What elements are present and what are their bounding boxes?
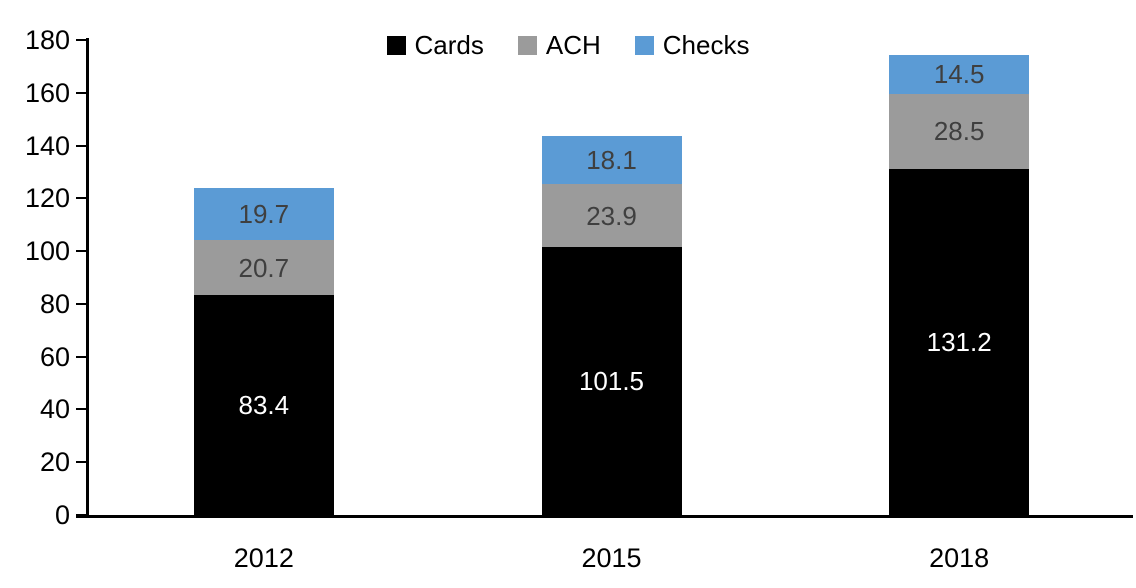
- bar-segment-ach-2012: 20.7: [193, 240, 334, 295]
- y-axis-tick: [76, 39, 88, 41]
- x-category-label-2012: 2012: [233, 543, 294, 573]
- y-tick-label: 140: [24, 130, 70, 161]
- bar-segment-ach-2015: 23.9: [541, 184, 682, 248]
- chart-legend: Cards ACH Checks: [0, 32, 1136, 58]
- bar-segment-ach-2018: 28.5: [889, 93, 1030, 169]
- y-axis-tick: [76, 91, 88, 94]
- legend-label-ach: ACH: [545, 30, 601, 60]
- bar-segment-cards-2018: 131.2: [889, 168, 1030, 515]
- y-tick-label: 160: [24, 77, 70, 108]
- x-axis-line: [76, 515, 1133, 518]
- bar-segment-checks-2015: 18.1: [541, 136, 682, 185]
- y-tick-label: 120: [24, 183, 70, 214]
- y-tick-label: 80: [39, 288, 70, 319]
- legend-label-checks: Checks: [662, 30, 750, 60]
- y-axis-tick: [76, 197, 88, 200]
- legend-item-cards: Cards: [386, 30, 484, 60]
- y-axis-tick: [76, 144, 88, 147]
- y-axis-tick: [76, 355, 88, 358]
- data-label-checks-2012: 19.7: [238, 199, 290, 230]
- legend-item-checks: Checks: [634, 30, 750, 60]
- data-label-checks-2018: 14.5: [933, 59, 985, 90]
- y-axis-line: [86, 38, 89, 518]
- data-label-ach-2012: 20.7: [238, 252, 290, 283]
- bar-segment-cards-2015: 101.5: [541, 247, 682, 515]
- bar-segment-checks-2018: 14.5: [889, 55, 1030, 94]
- y-tick-label: 40: [39, 394, 70, 425]
- bar-segment-cards-2012: 83.4: [193, 294, 334, 515]
- y-axis-tick: [76, 250, 88, 253]
- y-tick-label: 100: [24, 236, 70, 267]
- data-label-checks-2015: 18.1: [586, 145, 637, 176]
- legend-swatch-checks: [634, 35, 654, 55]
- y-tick-label: 60: [39, 341, 70, 372]
- y-axis-tick: [76, 514, 88, 516]
- y-axis-tick: [76, 302, 88, 305]
- y-tick-label: 180: [24, 25, 70, 55]
- bar-segment-checks-2012: 19.7: [193, 188, 334, 241]
- y-axis-tick: [76, 461, 88, 464]
- legend-swatch-ach: [517, 35, 537, 55]
- legend-swatch-cards: [386, 35, 406, 55]
- data-label-ach-2018: 28.5: [933, 116, 985, 147]
- data-label-cards-2015: 101.5: [578, 366, 645, 397]
- legend-item-ach: ACH: [517, 30, 601, 60]
- y-axis-tick: [76, 408, 88, 411]
- data-label-cards-2018: 131.2: [926, 326, 992, 357]
- data-label-ach-2015: 23.9: [586, 200, 637, 231]
- x-category-label-2018: 2018: [929, 543, 990, 573]
- data-label-cards-2012: 83.4: [238, 389, 290, 420]
- y-tick-label: 20: [39, 447, 70, 478]
- y-tick-label: 0: [54, 500, 70, 530]
- legend-label-cards: Cards: [414, 30, 484, 60]
- x-category-label-2015: 2015: [581, 543, 642, 573]
